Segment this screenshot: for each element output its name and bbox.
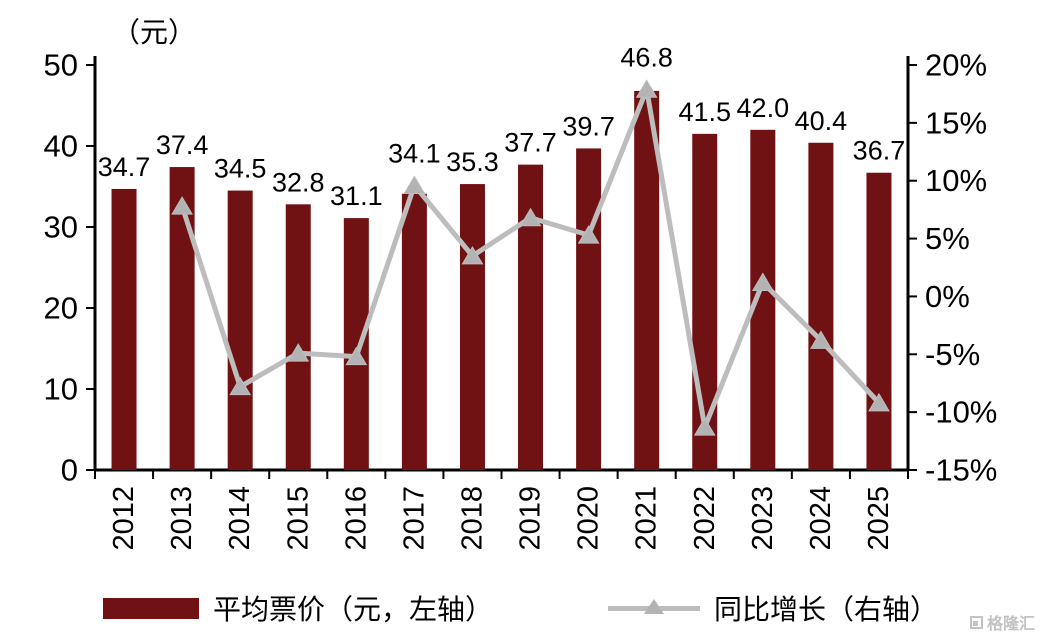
x-axis-tick-label: 2018 [456, 486, 488, 551]
bar-2012 [111, 188, 137, 470]
x-axis-tick-label: 2025 [863, 486, 895, 551]
line-series [171, 79, 890, 436]
bar-value-label-2012: 34.7 [98, 152, 151, 182]
bar-value-label-2014: 34.5 [214, 154, 267, 184]
line-marker-2023 [751, 272, 774, 292]
line-marker-2013 [171, 196, 193, 215]
right-axis-tick-label: -15% [925, 453, 997, 488]
bar-value-label-2020: 39.7 [562, 111, 615, 141]
legend-label-line: 同比增长（右轴） [714, 594, 939, 625]
right-axis-tick-label: 10% [925, 163, 987, 198]
line-marker-2019 [519, 207, 542, 227]
x-axis-tick-label: 2013 [166, 486, 198, 551]
line-marker-2017 [403, 175, 426, 194]
x-axis-tick-label: 2020 [573, 486, 605, 551]
line-marker-2014 [229, 376, 252, 396]
left-axis-tick-label: 30 [44, 210, 78, 245]
bar-series [111, 90, 892, 471]
line-series-swatch [608, 598, 700, 614]
right-axis-tick-label: -5% [925, 337, 980, 372]
x-axis-tick-label: 2014 [224, 486, 256, 551]
x-axis-tick-label: 2021 [631, 486, 663, 551]
line-marker-2021 [635, 79, 658, 98]
watermark-text: 格隆汇 [986, 616, 1035, 633]
right-axis-tick-label: 5% [925, 221, 970, 256]
bar-2017 [401, 193, 427, 471]
bar-2021 [634, 90, 660, 471]
x-axis-tick-label: 2017 [398, 486, 430, 551]
legend-item-line: 同比增长（右轴） [608, 588, 938, 628]
bar-2018 [459, 184, 485, 470]
x-axis-tick-label: 2023 [747, 486, 779, 551]
left-axis-tick-label: 40 [44, 129, 78, 164]
bar-value-label-2023: 42.0 [737, 93, 790, 123]
bar-value-label-2016: 31.1 [330, 181, 383, 211]
watermark: 格隆汇 [969, 610, 1035, 634]
triangle-marker-icon [644, 598, 664, 614]
x-axis-tick-label: 2019 [515, 486, 547, 551]
bar-value-labels: 34.737.434.5 32.8 31.134.1 35.337.739.7 46.8… [98, 42, 905, 211]
x-axis-tick-label: 2022 [689, 486, 721, 551]
line-marker-2016 [345, 346, 368, 366]
x-axis-tick-label: 2024 [805, 486, 837, 551]
legend-label-bar: 平均票价（元，左轴） [212, 594, 493, 625]
line-marker-2022 [693, 417, 716, 436]
line-marker-2018 [461, 245, 484, 265]
bar-value-label-2019: 37.7 [504, 128, 557, 158]
line-marker-2025 [868, 392, 890, 412]
bar-2024 [808, 142, 834, 470]
line-marker-2020 [577, 225, 600, 244]
bar-series-swatch [102, 597, 199, 619]
bar-2014 [227, 190, 253, 471]
bar-value-label-2025: 36.7 [853, 136, 906, 166]
right-axis-tick-label: 15% [925, 105, 987, 140]
left-axis-unit-label: （元） [112, 17, 196, 48]
bar-2016 [343, 218, 369, 470]
chart-legend: 平均票价（元，左轴） 同比增长（右轴） [0, 588, 1041, 628]
line-marker-2024 [810, 330, 832, 349]
left-axis-tick-label: 10 [44, 372, 78, 407]
right-axis-tick-label: 20% [925, 48, 987, 83]
left-axis-tick-label: 20 [44, 291, 78, 326]
left-axis-tick-label: 0 [61, 453, 78, 488]
bar-2015 [285, 204, 311, 470]
right-axis-tick-label: 0% [925, 279, 970, 314]
bar-value-label-2017: 34.1 [388, 138, 441, 168]
legend-item-bar: 平均票价（元，左轴） [102, 588, 493, 628]
gelonghui-logo-icon [969, 615, 983, 629]
axes: 0 10 20 30 40 50 -15% -10% -5% 0% 5% 10% 15% 20% 2012 2… [44, 48, 998, 551]
bar-value-label-2021: 46.8 [620, 42, 673, 72]
bar-value-label-2018: 35.3 [446, 147, 499, 177]
line-marker-2015 [287, 343, 310, 362]
x-axis-tick-label: 2015 [282, 486, 314, 551]
bar-2013 [169, 167, 195, 470]
bar-value-label-2022: 41.5 [678, 97, 731, 127]
bar-2025 [866, 172, 892, 471]
x-axis-tick-label: 2012 [108, 486, 140, 551]
bar-2020 [576, 148, 602, 470]
x-axis-tick-label: 2016 [340, 486, 372, 551]
bar-value-label-2013: 37.4 [156, 130, 209, 160]
left-axis-tick-label: 50 [44, 48, 78, 83]
right-axis-tick-label: -10% [925, 395, 997, 430]
bar-value-label-2024: 40.4 [795, 106, 848, 136]
bar-value-label-2015: 32.8 [272, 167, 325, 197]
